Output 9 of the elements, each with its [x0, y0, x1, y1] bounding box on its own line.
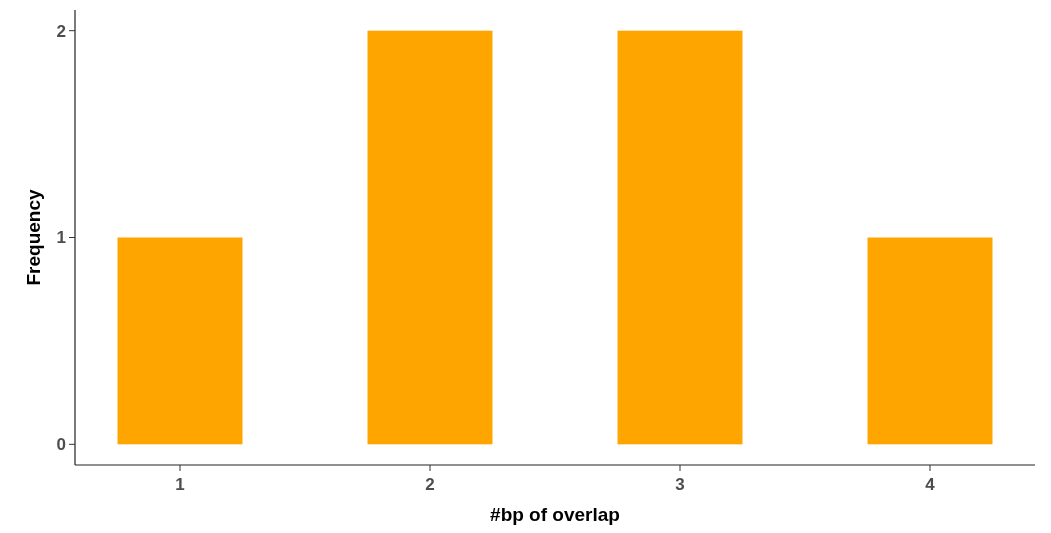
x-axis-title: #bp of overlap	[490, 504, 620, 525]
y-axis-title: Frequency	[23, 189, 44, 286]
y-tick-label: 0	[56, 435, 66, 455]
x-tick-label: 1	[175, 475, 185, 494]
y-tick-label: 1	[56, 228, 66, 248]
x-tick-label: 3	[675, 475, 685, 494]
x-tick-label: 2	[425, 475, 435, 494]
x-tick-label: 4	[925, 475, 936, 494]
y-tick-label: 2	[56, 21, 66, 41]
